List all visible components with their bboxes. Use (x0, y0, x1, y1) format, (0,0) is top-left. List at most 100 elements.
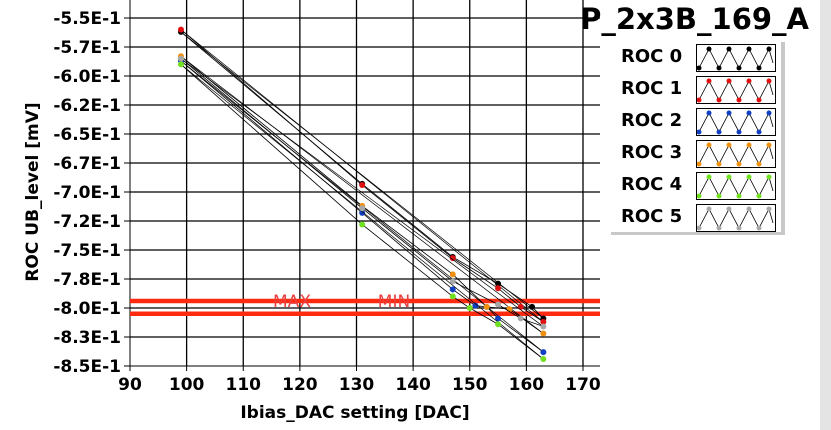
legend-marker (697, 193, 702, 199)
y-tick-label: -8.5E-1 (53, 357, 121, 377)
legend-marker (726, 78, 732, 84)
legend-marker (716, 161, 722, 167)
y-tick-label: -8.3E-1 (53, 328, 121, 348)
x-axis-label: Ibias_DAC setting [DAC] (240, 403, 469, 423)
legend-item: ROC 0 (611, 44, 781, 72)
legend-label: ROC 1 (621, 78, 683, 99)
legend-marker (746, 110, 752, 116)
legend-item: ROC 4 (611, 172, 781, 200)
data-point (177, 26, 184, 33)
legend-swatch (696, 140, 776, 168)
y-tick-label: -7.8E-1 (53, 270, 121, 290)
legend-marker (706, 110, 712, 116)
legend-label: ROC 2 (621, 110, 683, 131)
legend-marker (766, 142, 772, 148)
legend-marker (716, 193, 722, 199)
legend-label: ROC 0 (621, 46, 683, 67)
legend-marker (736, 161, 742, 167)
legend: ROC 0 ROC 1 ROC 2 ROC 3 ROC 4 ROC 5 (611, 42, 785, 235)
legend-marker (726, 206, 732, 212)
data-point (495, 285, 502, 292)
legend-item: ROC 3 (611, 140, 781, 168)
legend-marker (766, 174, 772, 180)
legend-swatch (696, 44, 776, 72)
legend-marker (746, 46, 752, 52)
series-line (180, 58, 544, 327)
legend-marker (706, 174, 712, 180)
data-point (359, 205, 366, 212)
legend-item: ROC 5 (611, 204, 781, 232)
legend-line (698, 47, 774, 69)
x-tick-label: 140 (395, 375, 431, 395)
legend-marker (716, 97, 722, 103)
data-point (540, 349, 547, 356)
legend-swatch (696, 108, 776, 136)
series-line (180, 64, 544, 360)
legend-marker (697, 65, 702, 71)
legend-marker (756, 161, 762, 167)
legend-marker (736, 193, 742, 199)
chart-title: P_2x3B_169_A (580, 2, 809, 36)
legend-label: ROC 4 (621, 174, 683, 195)
legend-marker (766, 110, 772, 116)
legend-line (698, 175, 774, 197)
x-ticks: 90 100 110 120 130 140 150 160 170 (118, 366, 601, 395)
legend-marker (756, 225, 762, 231)
data-point (529, 303, 536, 310)
legend-marker (706, 142, 712, 148)
legend-marker (716, 225, 722, 231)
legend-marker (736, 97, 742, 103)
data-point (517, 303, 524, 310)
series-line (180, 55, 544, 334)
series-line (180, 29, 544, 323)
data-point (540, 323, 547, 330)
y-ticks: -5.5E-1 -5.7E-1 -6.0E-1 -6.2E-1 -6.5E-1 -6.7E… (53, 9, 130, 377)
data-point (177, 61, 184, 68)
legend-swatch (696, 172, 776, 200)
legend-marker (756, 97, 762, 103)
legend-label: ROC 3 (621, 142, 683, 163)
legend-marker (756, 65, 762, 71)
x-tick-label: 170 (565, 375, 601, 395)
legend-swatch (696, 76, 776, 104)
legend-marker (716, 65, 722, 71)
legend-line (698, 143, 774, 165)
data-point (483, 303, 490, 310)
y-axis-label: ROC UB_level [mV] (23, 102, 43, 281)
y-tick-label: -5.5E-1 (53, 9, 121, 29)
legend-marker (726, 46, 732, 52)
series (177, 26, 547, 363)
series-line (180, 56, 544, 334)
series-line (180, 64, 544, 360)
data-point (449, 255, 456, 262)
legend-line (698, 111, 774, 133)
legend-marker (726, 174, 732, 180)
series-roc-0 (177, 28, 547, 322)
series-line (180, 29, 544, 323)
y-tick-label: -6.2E-1 (53, 96, 121, 116)
legend-marker (697, 97, 702, 103)
series-line (180, 58, 544, 327)
legend-marker (726, 110, 732, 116)
x-tick-label: 130 (339, 375, 375, 395)
series-roc-3 (177, 53, 547, 337)
data-point (540, 318, 547, 325)
data-point (449, 293, 456, 300)
legend-marker (706, 46, 712, 52)
data-point (495, 315, 502, 322)
legend-line (698, 207, 774, 229)
legend-marker (706, 206, 712, 212)
legend-marker (746, 78, 752, 84)
legend-marker (697, 129, 702, 135)
x-tick-label: 120 (282, 375, 318, 395)
data-point (449, 271, 456, 278)
legend-marker (746, 174, 752, 180)
y-tick-label: -6.0E-1 (53, 67, 121, 87)
data-point (359, 221, 366, 228)
data-point (449, 278, 456, 285)
reference-label-max: MAX (273, 292, 311, 312)
legend-marker (746, 142, 752, 148)
x-tick-label: 150 (452, 375, 488, 395)
legend-marker (766, 206, 772, 212)
